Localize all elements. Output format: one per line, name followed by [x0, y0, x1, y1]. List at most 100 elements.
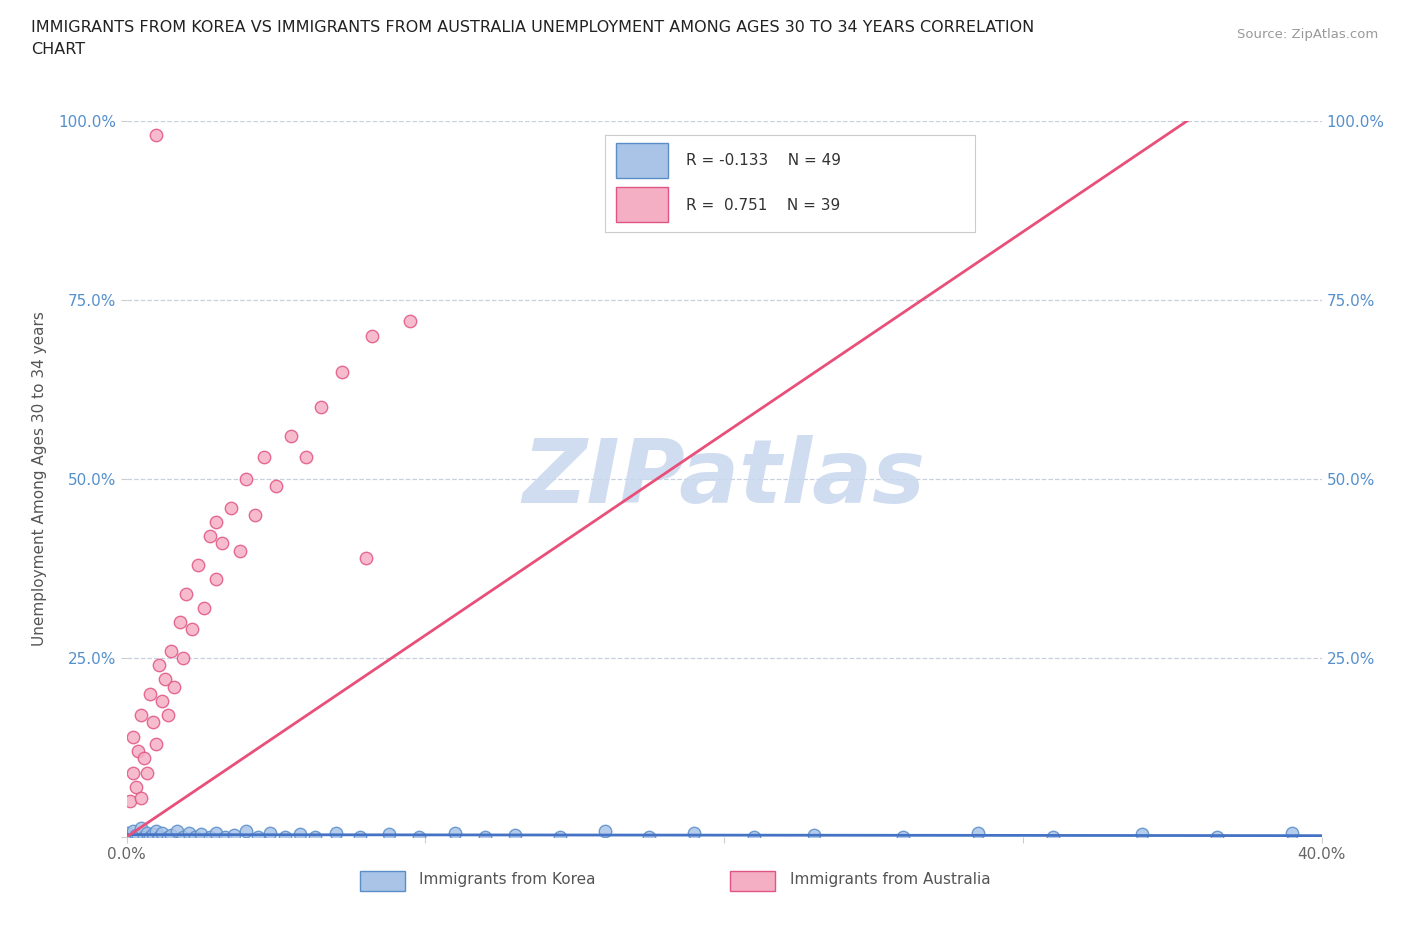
Point	[288, 827, 311, 842]
Point	[548, 830, 571, 844]
Point	[136, 825, 159, 840]
Point	[145, 823, 167, 838]
Point	[214, 830, 236, 844]
Y-axis label: Unemployment Among Ages 30 to 34 years: Unemployment Among Ages 30 to 34 years	[32, 312, 46, 646]
Point	[155, 672, 177, 687]
Point	[742, 830, 765, 844]
Point	[174, 586, 197, 601]
Point	[222, 828, 246, 843]
Point	[121, 765, 143, 780]
FancyBboxPatch shape	[730, 870, 776, 891]
Point	[148, 830, 170, 844]
Point	[131, 790, 153, 805]
Point	[124, 828, 146, 843]
Point	[160, 644, 183, 658]
Point	[193, 601, 215, 616]
Point	[360, 328, 382, 343]
Point	[142, 715, 165, 730]
Text: Immigrants from Korea: Immigrants from Korea	[419, 872, 596, 887]
Point	[121, 824, 143, 839]
Point	[124, 779, 146, 794]
Point	[160, 828, 183, 843]
Point	[304, 830, 326, 844]
Point	[893, 830, 915, 844]
Point	[1130, 827, 1153, 842]
Text: Source: ZipAtlas.com: Source: ZipAtlas.com	[1237, 28, 1378, 41]
Point	[157, 830, 180, 844]
Point	[399, 314, 422, 329]
Point	[229, 543, 252, 558]
Point	[181, 622, 204, 637]
Point	[593, 824, 616, 839]
Point	[200, 830, 222, 844]
Point	[638, 830, 661, 844]
Point	[967, 826, 990, 841]
FancyBboxPatch shape	[360, 870, 405, 891]
Point	[134, 751, 156, 765]
Point	[330, 365, 353, 379]
Point	[166, 824, 188, 839]
Point	[243, 508, 266, 523]
Text: IMMIGRANTS FROM KOREA VS IMMIGRANTS FROM AUSTRALIA UNEMPLOYMENT AMONG AGES 30 TO: IMMIGRANTS FROM KOREA VS IMMIGRANTS FROM…	[31, 20, 1035, 35]
Point	[200, 529, 222, 544]
Point	[219, 500, 242, 515]
Point	[503, 828, 526, 843]
Point	[444, 826, 467, 841]
Point	[179, 826, 201, 841]
Point	[118, 794, 141, 809]
Point	[280, 429, 302, 444]
Point	[274, 830, 297, 844]
Point	[139, 830, 162, 844]
Point	[187, 557, 209, 572]
Point	[205, 825, 228, 840]
Point	[115, 826, 138, 841]
Point	[139, 686, 162, 701]
Point	[235, 472, 257, 486]
Point	[408, 830, 430, 844]
Point	[152, 826, 174, 841]
Point	[235, 824, 257, 839]
Point	[169, 615, 191, 630]
Point	[247, 830, 270, 844]
Point	[259, 826, 281, 841]
Point	[145, 737, 167, 751]
Point	[134, 830, 156, 844]
Point	[127, 744, 149, 759]
Point	[683, 826, 706, 841]
Point	[325, 825, 347, 840]
Point	[253, 450, 276, 465]
Point	[142, 827, 165, 842]
Point	[1206, 830, 1229, 844]
Point	[474, 830, 496, 844]
Point	[803, 828, 825, 843]
Point	[205, 514, 228, 529]
Point	[121, 729, 143, 744]
Point	[172, 830, 194, 844]
Point	[1281, 826, 1303, 841]
Point	[211, 536, 233, 551]
Point	[131, 821, 153, 836]
Point	[172, 651, 194, 666]
Point	[354, 551, 377, 565]
Point	[145, 127, 167, 142]
Text: CHART: CHART	[31, 42, 84, 57]
Point	[127, 830, 149, 844]
Point	[163, 679, 186, 694]
Point	[148, 658, 170, 672]
Point	[294, 450, 316, 465]
Point	[378, 827, 401, 842]
Point	[349, 830, 371, 844]
Point	[1042, 830, 1064, 844]
Text: ZIPatlas: ZIPatlas	[523, 435, 925, 523]
Point	[131, 708, 153, 723]
Point	[264, 479, 287, 494]
Point	[118, 830, 141, 844]
Point	[152, 694, 174, 709]
Point	[309, 400, 332, 415]
Point	[184, 830, 207, 844]
Point	[205, 572, 228, 587]
Text: Immigrants from Australia: Immigrants from Australia	[790, 872, 990, 887]
Point	[190, 827, 212, 842]
Point	[136, 765, 159, 780]
Point	[157, 708, 180, 723]
